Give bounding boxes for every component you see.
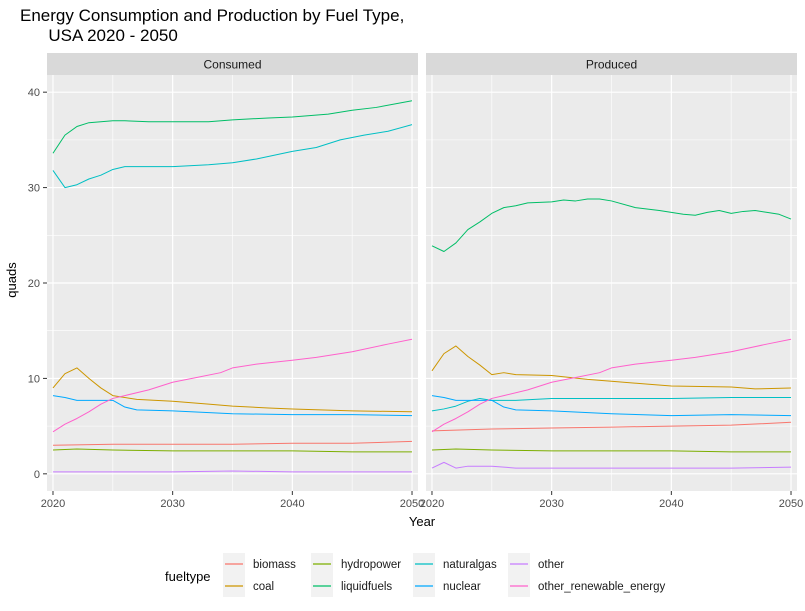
series-line-other	[52, 470, 413, 473]
series-line-other-renewable-energy	[52, 338, 413, 433]
legend: fueltype biomass coal hydropower liquidfuels…	[165, 553, 665, 597]
legend-title: fueltype	[165, 569, 211, 584]
legend-label: coal	[253, 581, 274, 593]
legend-item-nuclear: nuclear	[413, 575, 481, 597]
legend-item-biomass: biomass	[223, 553, 296, 575]
series-line-coal	[431, 345, 792, 390]
y-tick-label: 30	[28, 183, 40, 195]
legend-label: nuclear	[443, 581, 481, 593]
legend-label: other_renewable_energy	[538, 581, 665, 593]
legend-label: liquidfuels	[341, 581, 392, 593]
series-line-biomass	[52, 440, 413, 446]
facet-strip	[47, 53, 418, 75]
legend-item-naturalgas: naturalgas	[413, 553, 497, 575]
x-tick-label: 2030	[160, 498, 184, 510]
series-line-other-renewable-energy	[431, 338, 792, 433]
series-line-coal	[52, 367, 413, 413]
x-tick-label: 2020	[420, 498, 444, 510]
chart-title: Energy Consumption and Production by Fue…	[20, 6, 405, 45]
legend-item-coal: coal	[223, 575, 274, 597]
y-tick-label: 20	[28, 278, 40, 290]
series-line-hydropower	[431, 448, 792, 453]
series-line-liquidfuels	[52, 100, 413, 154]
x-tick-label: 2040	[280, 498, 304, 510]
x-tick-label: 2050	[400, 498, 424, 510]
y-tick-label: 10	[28, 373, 40, 385]
y-tick-label: 40	[28, 87, 40, 99]
series-line-biomass	[431, 421, 792, 432]
y-tick-label: 0	[34, 469, 40, 481]
x-axis-label: Year	[409, 514, 436, 529]
legend-item-other: other	[508, 553, 564, 575]
legend-label: biomass	[253, 559, 296, 571]
series-line-nuclear	[52, 395, 413, 417]
facet-strip	[426, 53, 797, 75]
facet-strip-label: Consumed	[203, 58, 261, 72]
y-axis-label: quads	[4, 262, 19, 298]
facet-strip-label: Produced	[586, 58, 637, 72]
x-tick-label: 2040	[659, 498, 683, 510]
legend-item-hydropower: hydropower	[311, 553, 401, 575]
legend-label: hydropower	[341, 559, 401, 571]
series-line-liquidfuels	[431, 198, 792, 253]
panel-produced: Produced 2020 2030 2040 2050	[420, 53, 803, 510]
series-line-naturalgas	[431, 397, 792, 412]
x-tick-label: 2020	[41, 498, 65, 510]
x-tick-label: 2050	[779, 498, 803, 510]
series-line-other	[431, 461, 792, 469]
legend-label: other	[538, 559, 564, 571]
series-line-naturalgas	[52, 124, 413, 189]
legend-item-other-renewable-energy: other_renewable_energy	[508, 575, 665, 597]
series-line-hydropower	[52, 448, 413, 453]
x-tick-label: 2030	[539, 498, 563, 510]
legend-item-liquidfuels: liquidfuels	[311, 575, 392, 597]
legend-label: naturalgas	[443, 559, 497, 571]
series-line-nuclear	[431, 395, 792, 417]
